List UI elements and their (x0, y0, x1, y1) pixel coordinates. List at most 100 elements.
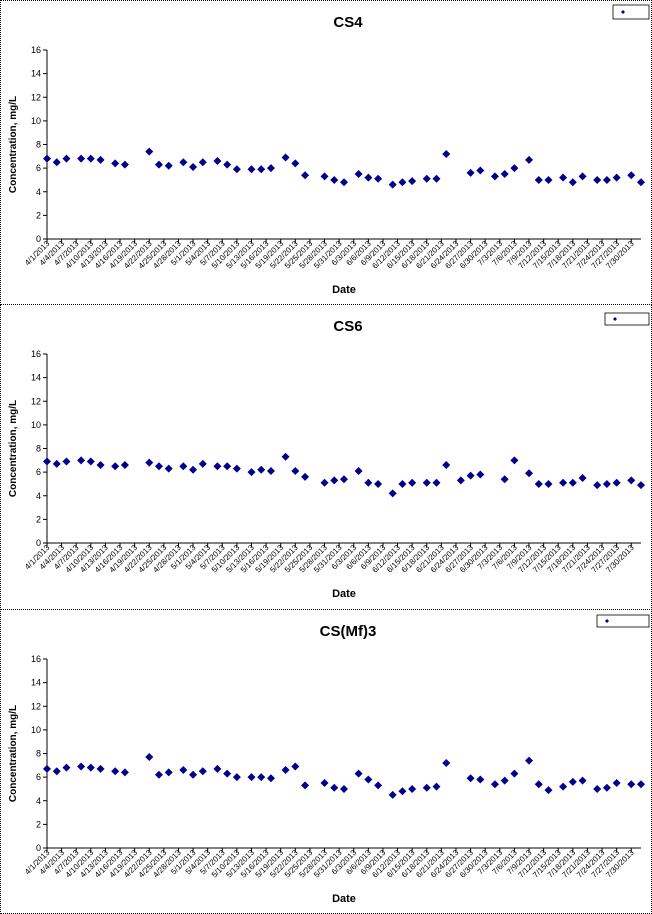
data-point (291, 762, 300, 771)
data-point (247, 165, 256, 174)
data-point (559, 782, 568, 791)
data-point (544, 175, 553, 184)
data-point (442, 758, 451, 767)
data-point (364, 173, 373, 182)
data-point (442, 461, 451, 470)
data-point (422, 174, 431, 183)
data-point (500, 776, 509, 785)
data-point (154, 160, 163, 169)
y-tick-label: 16 (31, 45, 41, 55)
x-axis-label: Date (332, 284, 356, 296)
data-point (476, 470, 485, 479)
data-point (374, 174, 383, 183)
data-point (408, 478, 417, 487)
data-point (500, 475, 509, 484)
chart-panel-csmf3: CS(Mf)3 0 2 4 6 8 10 12 14 16 4/1/2013 4/4/2013 4/7/… (0, 609, 652, 914)
data-point (544, 786, 553, 795)
data-point (612, 779, 621, 788)
data-point (602, 175, 611, 184)
data-point (266, 164, 275, 173)
data-point (568, 777, 577, 786)
data-point (189, 465, 198, 474)
y-tick-label: 6 (36, 467, 41, 477)
chart-title: CS6 (333, 318, 362, 335)
data-point (179, 766, 188, 775)
data-point (111, 462, 120, 471)
data-point (476, 775, 485, 784)
data-point (52, 158, 61, 167)
data-point (637, 481, 645, 490)
data-point (281, 766, 290, 775)
y-tick-label: 4 (36, 187, 41, 197)
data-point (154, 462, 163, 471)
y-tick-label: 2 (36, 210, 41, 220)
data-point (578, 776, 587, 785)
data-point (637, 780, 645, 789)
data-point (291, 159, 300, 168)
data-point (490, 172, 499, 181)
data-point (500, 170, 509, 179)
data-point (559, 478, 568, 487)
data-point (257, 165, 266, 174)
chart-panel-cs6: CS6 0 2 4 6 8 10 12 14 16 4/1/2013 4/4/2013 4/7/2013… (0, 304, 652, 610)
data-point (145, 458, 154, 467)
data-point (43, 154, 51, 163)
data-point (52, 459, 61, 468)
data-point (111, 767, 120, 776)
y-tick-label: 0 (36, 234, 41, 244)
data-point (213, 764, 222, 773)
data-point (627, 780, 636, 789)
chart-csmf3: CS(Mf)302468101214164/1/20134/4/20134/7/… (8, 614, 650, 905)
data-point (266, 774, 275, 783)
data-point (86, 154, 95, 163)
data-point (510, 164, 519, 173)
data-point (578, 172, 587, 181)
data-point (510, 769, 519, 778)
data-point (320, 779, 329, 788)
y-tick-label: 14 (31, 678, 41, 688)
data-point (223, 160, 232, 169)
y-tick-label: 6 (36, 163, 41, 173)
data-point (291, 466, 300, 475)
data-point (422, 478, 431, 487)
data-point (198, 158, 207, 167)
y-tick-label: 2 (36, 514, 41, 524)
data-point (232, 464, 241, 473)
data-point (593, 175, 602, 184)
y-tick-label: 10 (31, 725, 41, 735)
data-point (534, 780, 543, 789)
data-point (77, 456, 86, 465)
data-point (432, 782, 441, 791)
y-tick-label: 2 (36, 819, 41, 829)
x-axis-label: Date (332, 588, 356, 600)
data-point (179, 158, 188, 167)
data-point (374, 479, 383, 488)
y-tick-label: 10 (31, 420, 41, 430)
chart-panel-cs4: CS4 0 2 4 6 8 10 12 14 16 4/1/2013 4/4/2013 4/7/2013… (0, 0, 652, 305)
data-point (232, 773, 241, 782)
y-tick-label: 14 (31, 69, 41, 79)
data-point (62, 154, 71, 163)
data-point (340, 178, 348, 187)
data-point (247, 773, 256, 782)
data-point (593, 481, 602, 490)
y-tick-label: 12 (31, 396, 41, 406)
data-point (320, 478, 329, 487)
y-tick-label: 12 (31, 701, 41, 711)
y-tick-label: 0 (36, 538, 41, 548)
data-point (189, 162, 198, 171)
data-point (408, 784, 417, 793)
data-point (301, 171, 310, 180)
data-point (578, 474, 587, 483)
y-tick-label: 8 (36, 749, 41, 759)
data-point (247, 468, 256, 477)
data-point (364, 478, 373, 487)
data-point (189, 770, 198, 779)
data-point (456, 476, 465, 485)
data-point (354, 769, 363, 778)
data-point (602, 783, 611, 792)
data-point (466, 168, 475, 177)
data-point (164, 161, 173, 170)
legend-marker (613, 317, 617, 321)
data-point (432, 174, 441, 183)
